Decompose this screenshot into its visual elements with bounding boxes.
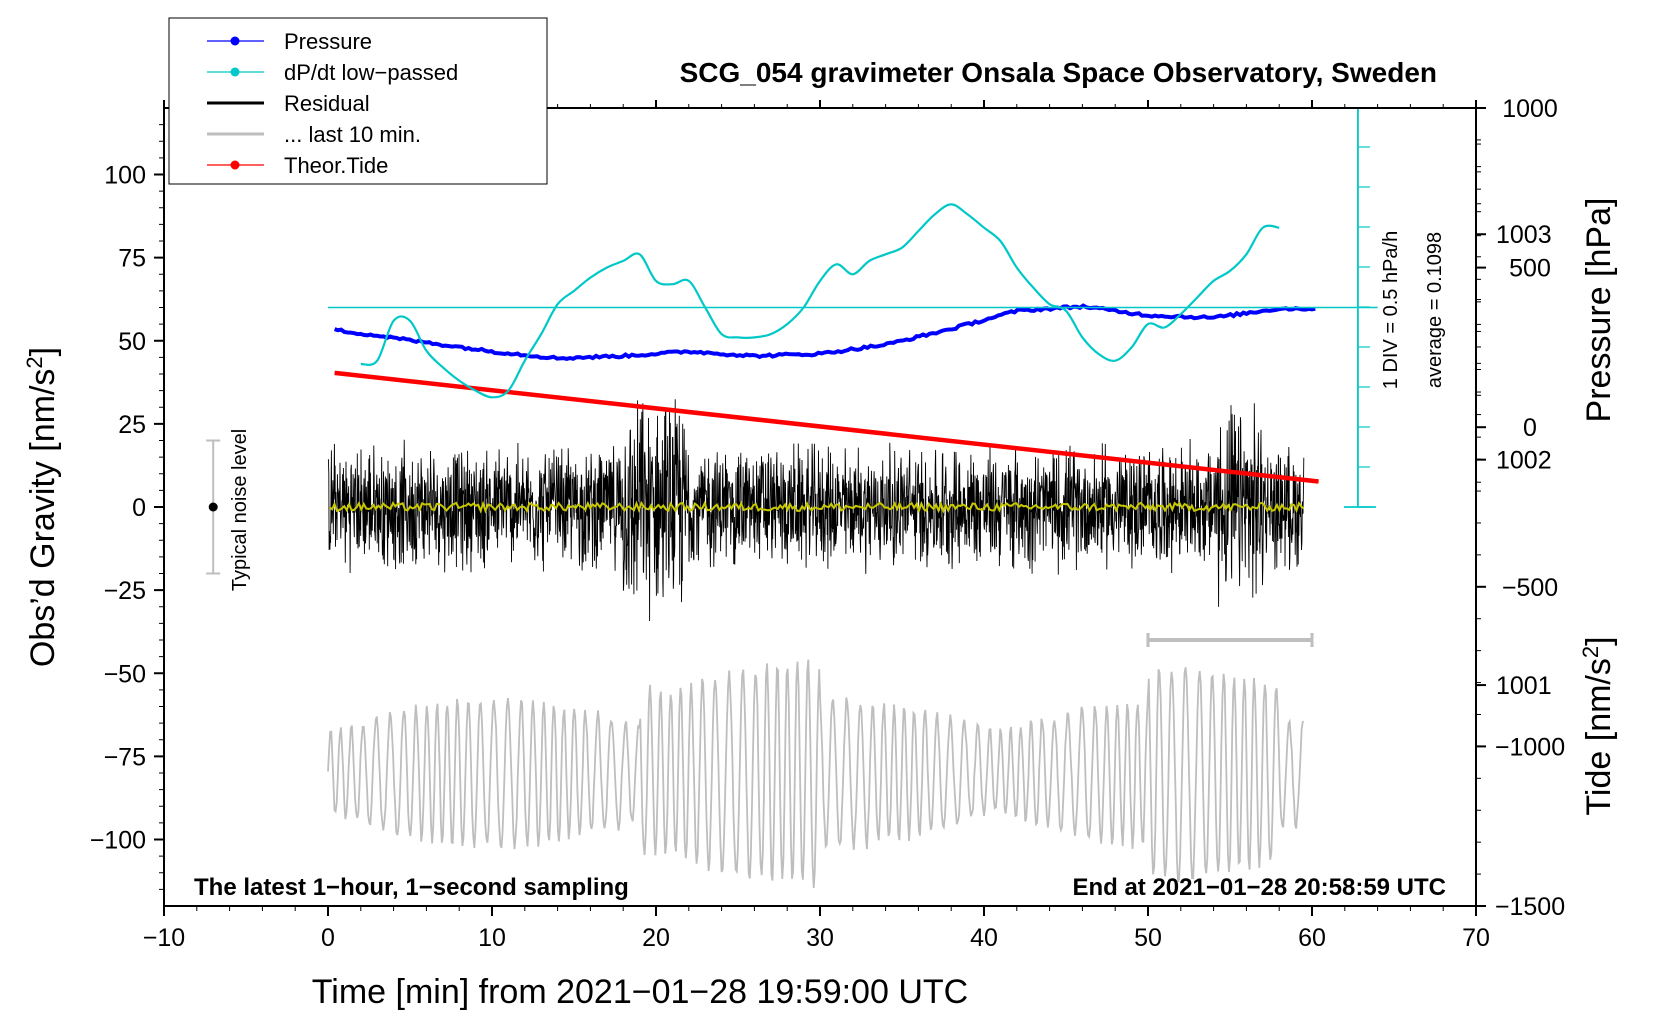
tide-tick-label: 0 [1523, 414, 1537, 442]
y-tick-label: 0 [132, 494, 146, 522]
x-tick-label: 40 [970, 924, 998, 952]
dpdt-line [360, 203, 1280, 399]
theor-tide-series [334, 370, 1319, 484]
dpdt-scale-label: 1 DIV = 0.5 hPa/h [1380, 231, 1402, 389]
legend-label: Residual [284, 91, 370, 116]
legend-marker [230, 160, 240, 170]
x-tick-label: 30 [806, 924, 834, 952]
last-10-min-window-bar [1146, 633, 1314, 647]
legend-label: Pressure [284, 29, 372, 54]
y-tick-label: 100 [104, 162, 146, 190]
y-tick-label: −75 [104, 743, 146, 771]
noise-level-indicator [206, 439, 221, 575]
bottom-right-note: End at 2021−01−28 20:58:59 UTC [1072, 874, 1446, 901]
y-axis-title-tide: Tide [nm/s2] [1578, 636, 1618, 815]
x-tick-label: 10 [478, 924, 506, 952]
residual-mean-line [329, 500, 1305, 514]
y-tick-label: −50 [104, 660, 146, 688]
noise-center-dot [208, 502, 218, 512]
x-tick-label: 70 [1462, 924, 1490, 952]
dpdt-average-label: average = 0.1098 [1424, 232, 1446, 388]
x-axis-title: Time [min] from 2021−01−28 19:59:00 UTC [312, 973, 968, 1011]
legend-marker [230, 67, 240, 77]
tide-tick-label: 500 [1509, 255, 1551, 283]
y-axis-title-pressure: Pressure [hPa] [1580, 198, 1618, 423]
tide-tick-label: −1000 [1495, 733, 1565, 761]
residual-mean-series [329, 500, 1305, 514]
legend-label: dP/dt low−passed [284, 60, 458, 85]
x-tick-label: 60 [1298, 924, 1326, 952]
tide-tick-label: 1000 [1502, 95, 1558, 123]
noise-level-label: Typical noise level [229, 429, 251, 591]
y-tick-label: −100 [90, 827, 146, 855]
bottom-left-note: The latest 1−hour, 1−second sampling [194, 874, 629, 901]
axis-tick-labels: −10 0 10 20 30 40 50 60 701007550250−25−50−75−10… [90, 95, 1565, 952]
tide-tick-label: −1500 [1495, 893, 1565, 921]
pressure-line [333, 303, 1316, 361]
x-tick-label: −10 [143, 924, 185, 952]
x-tick-label: 0 [321, 924, 335, 952]
pressure-tick-label: 1001 [1496, 672, 1552, 700]
y-tick-label: 25 [118, 411, 146, 439]
pressure-series [333, 303, 1316, 361]
legend-marker [230, 36, 240, 46]
residual-series [327, 399, 1305, 622]
legend-label: ... last 10 min. [284, 122, 421, 147]
y-axis-title-left: Obs’d Gravity [nm/s2] [22, 347, 62, 667]
legend: Pressure dP/dt low−passed Residual ... last… [168, 17, 548, 185]
y-tick-label: −25 [104, 577, 146, 605]
y-tick-label: 75 [118, 245, 146, 273]
last-10-min-line [327, 659, 1305, 888]
axis-ticks [154, 100, 1486, 916]
tide-tick-label: −500 [1502, 574, 1558, 602]
y-tick-label: 50 [118, 328, 146, 356]
chart-title: SCG_054 gravimeter Onsala Space Observat… [680, 57, 1437, 88]
dpdt-series [360, 203, 1280, 399]
legend-label: Theor.Tide [284, 153, 388, 178]
x-tick-label: 50 [1134, 924, 1162, 952]
legend-box [168, 17, 548, 185]
pressure-tick-label: 1003 [1496, 221, 1552, 249]
dpdt-scale-axis [1343, 108, 1376, 508]
theor-tide-line [334, 370, 1319, 484]
pressure-tick-label: 1002 [1496, 447, 1552, 475]
residual-line [327, 399, 1305, 622]
last-10-min-series [327, 659, 1305, 888]
x-tick-label: 20 [642, 924, 670, 952]
